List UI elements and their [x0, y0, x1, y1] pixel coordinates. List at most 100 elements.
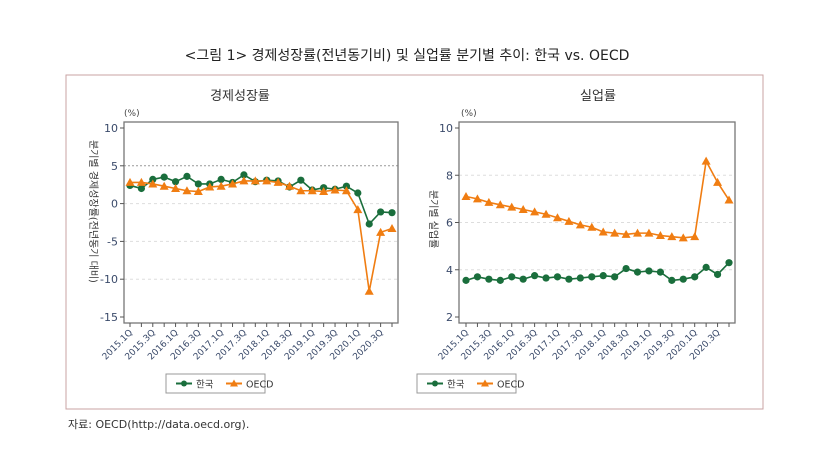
y-tick-label: 4 — [446, 264, 453, 277]
y-tick-label: -5 — [107, 235, 118, 248]
figure-frame — [65, 74, 764, 410]
data-point-korea — [342, 182, 351, 190]
data-point-oecd — [136, 177, 146, 186]
legend: 한국 OECD — [416, 373, 524, 394]
data-point-oecd — [667, 232, 677, 241]
chart-title-unemployment: 실업률 — [580, 89, 616, 104]
data-point-oecd — [678, 233, 688, 242]
series-line-korea — [129, 173, 393, 226]
y-tick-label: -10 — [100, 273, 118, 286]
legend-triangle-icon — [230, 379, 238, 387]
data-point-korea — [194, 180, 202, 188]
data-point-oecd — [330, 185, 340, 194]
data-point-korea — [354, 189, 362, 197]
chart-0: 1050-5-10-152015.1Q2015.3Q2016.1Q2016.3Q… — [100, 121, 399, 394]
data-point-korea — [588, 273, 596, 281]
data-point-korea — [473, 273, 482, 281]
data-point-oecd — [376, 227, 386, 236]
data-point-oecd — [228, 179, 238, 188]
y-tick-label: 2 — [446, 311, 453, 324]
legend-box — [165, 373, 266, 394]
data-point-oecd — [171, 183, 181, 192]
data-point-oecd — [205, 182, 215, 191]
series-line-korea — [465, 262, 730, 282]
data-point-korea — [633, 268, 642, 276]
y-tick-label: 0 — [111, 198, 118, 211]
data-point-korea — [725, 259, 733, 267]
y-tick-label: 5 — [111, 160, 118, 173]
data-point-korea — [462, 276, 470, 284]
data-point-korea — [519, 275, 527, 283]
data-point-oecd — [575, 220, 585, 229]
data-point-korea — [679, 275, 687, 283]
data-point-korea — [553, 273, 562, 281]
data-point-oecd — [655, 230, 665, 239]
data-point-oecd — [296, 186, 306, 195]
legend-box — [416, 373, 517, 394]
source-note: 자료: OECD(http://data.oecd.org). — [68, 418, 249, 431]
y-tick-label: 6 — [446, 217, 453, 230]
legend-label: OECD — [497, 380, 524, 391]
data-point-korea — [171, 178, 180, 186]
data-point-oecd — [461, 192, 471, 201]
data-point-oecd — [125, 177, 135, 186]
data-point-oecd — [541, 209, 551, 218]
ylabel-growth: 분기별 경제성장률(전년동기 대비) — [87, 140, 100, 283]
legend-circle-icon — [432, 380, 438, 387]
y-tick-label: 10 — [104, 122, 118, 135]
data-point-oecd — [724, 195, 734, 204]
data-point-oecd — [530, 207, 540, 216]
data-point-korea — [365, 220, 373, 228]
data-point-oecd — [250, 176, 260, 185]
data-point-oecd — [507, 202, 517, 211]
data-point-oecd — [495, 200, 505, 209]
data-point-oecd — [319, 187, 329, 196]
data-point-korea — [702, 263, 710, 271]
data-point-korea — [691, 273, 699, 281]
data-point-korea — [542, 274, 550, 282]
data-point-oecd — [713, 177, 723, 186]
chart-1: 1086422015.1Q2015.3Q2016.1Q2016.3Q2017.1… — [416, 121, 736, 394]
series-line-oecd — [465, 158, 730, 239]
data-point-oecd — [564, 216, 574, 225]
data-point-korea — [388, 209, 396, 217]
data-point-oecd — [216, 181, 226, 190]
legend-label: OECD — [246, 380, 273, 391]
data-point-oecd — [472, 194, 482, 203]
data-point-oecd — [262, 176, 272, 185]
data-point-korea — [645, 267, 653, 275]
data-point-oecd — [159, 181, 169, 190]
data-point-korea — [240, 171, 248, 179]
data-point-oecd — [182, 186, 192, 195]
data-point-oecd — [701, 156, 711, 165]
data-point-korea — [531, 272, 539, 280]
data-point-oecd — [633, 228, 643, 237]
data-point-korea — [217, 175, 225, 184]
y-tick-label: 8 — [446, 169, 453, 182]
data-point-korea — [160, 173, 168, 181]
data-point-oecd — [690, 232, 700, 241]
data-point-oecd — [610, 228, 620, 237]
legend-label: 한국 — [447, 380, 465, 391]
unit-label-growth: (%) — [124, 109, 140, 119]
y-tick-label: -15 — [100, 311, 118, 324]
data-point-korea — [137, 184, 145, 193]
data-point-oecd — [484, 197, 494, 206]
data-point-korea — [183, 172, 191, 180]
data-point-oecd — [387, 224, 397, 233]
legend-triangle-icon — [481, 379, 489, 387]
legend-circle-icon — [181, 380, 187, 387]
data-point-korea — [377, 208, 385, 216]
data-point-oecd — [587, 222, 597, 231]
data-point-korea — [496, 276, 504, 284]
data-point-korea — [297, 176, 305, 184]
unit-label-unemployment: (%) — [461, 109, 477, 119]
data-point-oecd — [239, 176, 249, 185]
legend: 한국 OECD — [165, 373, 273, 394]
data-point-korea — [576, 274, 584, 282]
data-point-oecd — [621, 229, 631, 238]
data-point-korea — [485, 275, 493, 283]
ylabel-unemployment: 분기별 실업률 — [427, 190, 440, 248]
data-point-oecd — [353, 205, 363, 214]
